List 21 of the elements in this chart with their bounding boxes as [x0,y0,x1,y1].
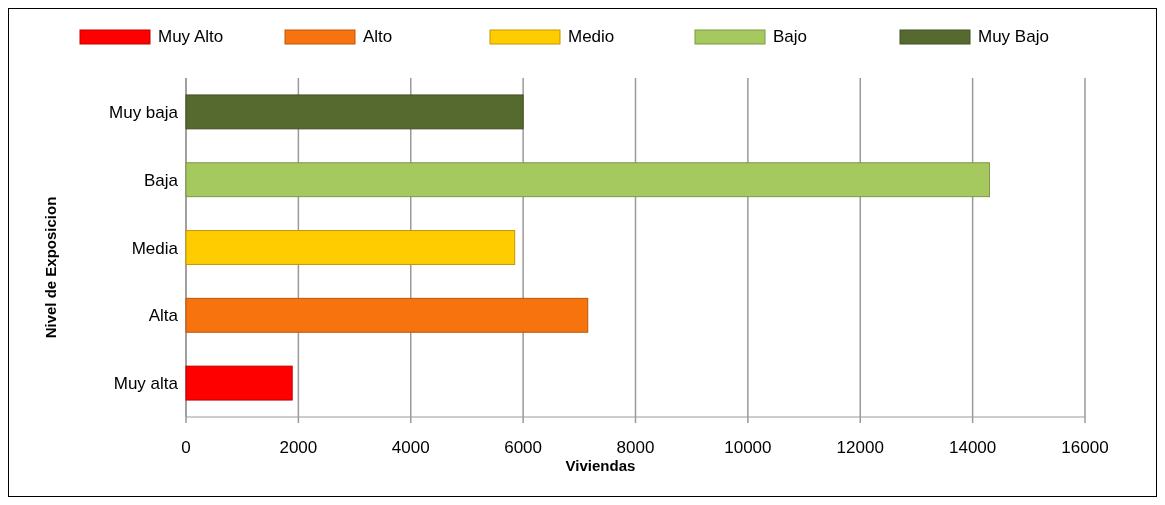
y-tick-label: Muy alta [113,374,179,394]
x-tick-label: 4000 [391,438,430,457]
x-tick-label: 14000 [948,438,997,457]
legend-label: Medio [568,27,615,46]
legend-label: Alto [363,27,393,46]
y-axis-title: Nivel de Exposicion [42,196,59,339]
y-tick-label: Muy baja [109,102,179,122]
y-tick-label: Baja [143,170,179,190]
x-tick-label: 6000 [504,438,543,457]
x-tick-label: 0 [181,438,191,457]
legend-label: Bajo [773,27,808,46]
x-tick-label: 10000 [724,438,772,457]
x-axis-title: Viviendas [565,457,636,474]
x-tick-label: 2000 [279,438,318,457]
y-tick-label: Media [131,238,179,258]
x-tick-label: 8000 [616,438,655,457]
x-tick-label: 12000 [836,438,884,457]
legend-label: Muy Alto [158,27,224,46]
y-tick-label: Alta [148,306,179,326]
x-tick-label: 16000 [1061,438,1109,457]
legend-label: Muy Bajo [978,27,1049,46]
